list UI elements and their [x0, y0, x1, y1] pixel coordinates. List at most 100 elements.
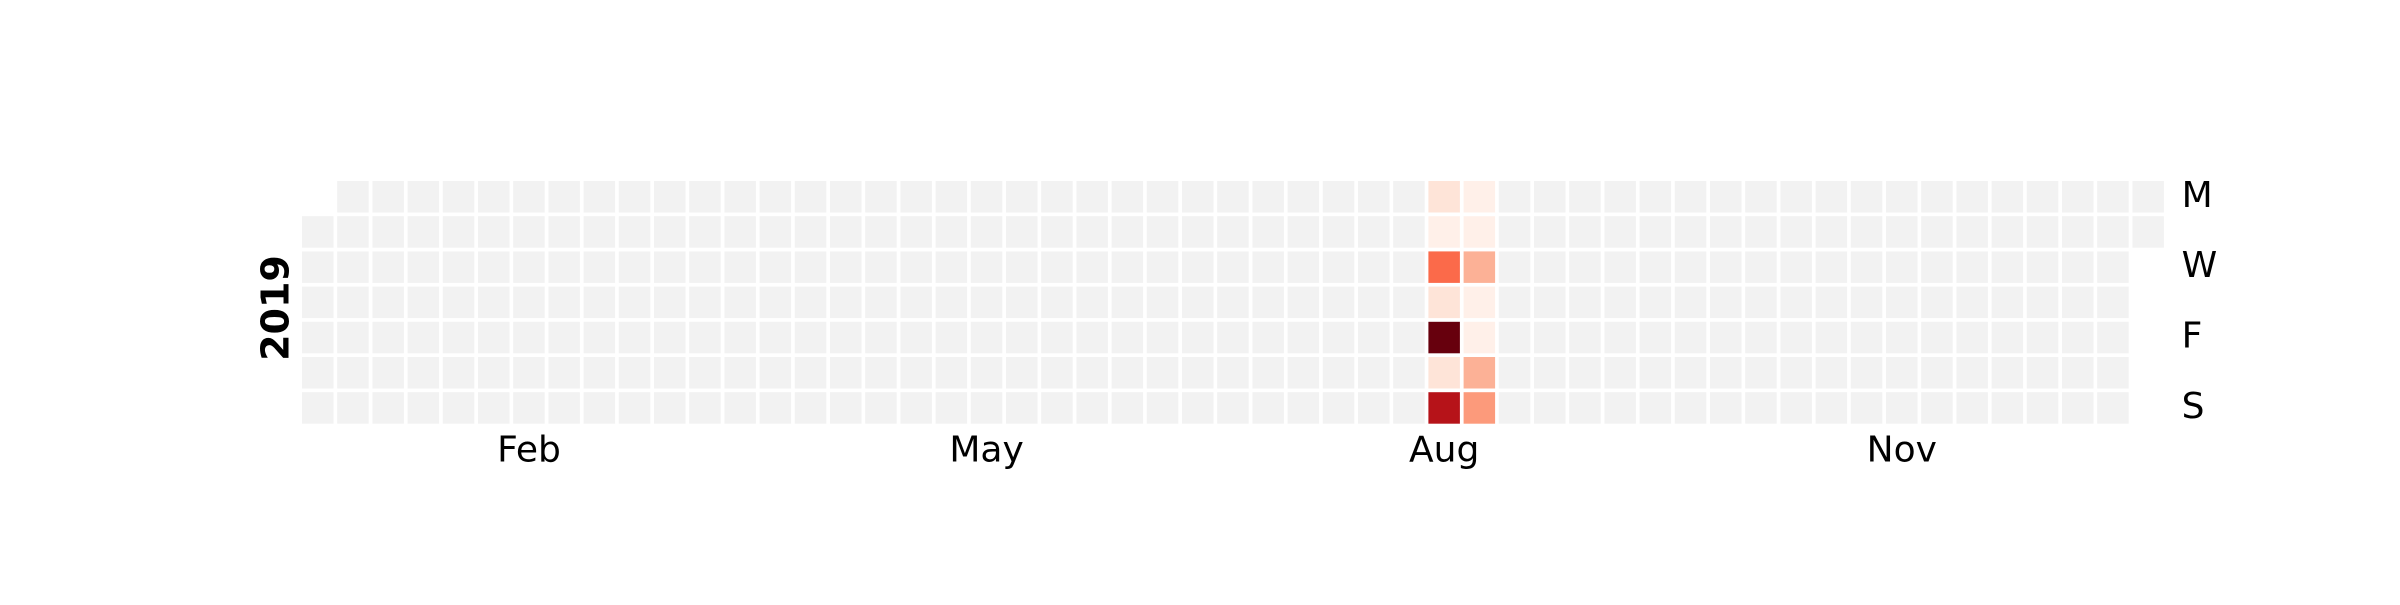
day-cell — [2062, 181, 2094, 213]
day-cell — [1780, 357, 1812, 389]
day-cell — [1322, 392, 1355, 424]
day-cell — [302, 392, 334, 424]
day-cell — [1780, 392, 1812, 424]
day-cell — [1604, 321, 1636, 354]
day-cell — [1780, 286, 1812, 319]
day-cell — [1217, 181, 1249, 213]
day-cell — [1182, 321, 1214, 354]
day-cell — [865, 181, 897, 213]
day-cell — [1076, 357, 1108, 389]
day-cell — [1111, 216, 1144, 248]
day-cell — [654, 286, 686, 319]
day-cell — [1991, 357, 2024, 389]
day-cell — [1921, 392, 1953, 424]
day-cell — [1850, 392, 1883, 424]
day-cell — [1498, 181, 1531, 213]
day-cell — [1006, 321, 1038, 354]
day-cell — [794, 181, 827, 213]
day-cell — [442, 357, 475, 389]
day-cell — [935, 251, 968, 283]
day-cell — [583, 181, 616, 213]
day-cell — [1604, 181, 1636, 213]
day-cell — [1358, 321, 1390, 354]
day-cell — [1428, 251, 1460, 283]
day-cell — [1217, 392, 1249, 424]
day-cell — [1463, 181, 1496, 213]
day-cell — [1322, 181, 1355, 213]
day-cell — [1041, 357, 1073, 389]
day-cell — [337, 392, 369, 424]
day-cell — [1850, 286, 1883, 319]
day-cell — [478, 181, 510, 213]
day-cell — [1393, 181, 1425, 213]
day-cell — [1850, 251, 1883, 283]
day-cell — [900, 181, 932, 213]
day-cell — [2026, 251, 2059, 283]
day-cell — [1393, 357, 1425, 389]
day-cell — [1182, 181, 1214, 213]
day-cell — [1322, 286, 1355, 319]
day-cell — [2062, 357, 2094, 389]
day-cell — [583, 357, 616, 389]
day-cell — [1674, 181, 1707, 213]
day-cell — [548, 251, 580, 283]
day-cell — [1674, 251, 1707, 283]
day-cell — [1111, 392, 1144, 424]
day-cell — [1569, 286, 1601, 319]
year-label: 2019 — [254, 255, 298, 361]
day-cell — [1463, 251, 1496, 283]
day-cell — [1639, 392, 1672, 424]
day-cell — [1815, 392, 1848, 424]
month-label: Nov — [1867, 429, 1937, 470]
day-cell — [759, 251, 792, 283]
day-cell — [1569, 357, 1601, 389]
day-cell — [1393, 216, 1425, 248]
day-cell — [478, 321, 510, 354]
day-cell — [830, 181, 862, 213]
day-cell — [583, 321, 616, 354]
day-cell — [1534, 286, 1566, 319]
day-cell — [2062, 216, 2094, 248]
day-cell — [1182, 286, 1214, 319]
day-cell — [1534, 251, 1566, 283]
day-cell — [1815, 286, 1848, 319]
day-cell — [900, 357, 932, 389]
month-label: Feb — [497, 429, 561, 470]
day-cell — [654, 321, 686, 354]
day-cell — [513, 251, 545, 283]
day-cell — [1498, 321, 1531, 354]
day-cell — [970, 251, 1003, 283]
day-cell — [548, 392, 580, 424]
day-cell — [1886, 286, 1918, 319]
day-cell — [1287, 216, 1320, 248]
day-cell — [1358, 286, 1390, 319]
day-cell — [478, 216, 510, 248]
day-cell — [1886, 392, 1918, 424]
day-cell — [1428, 357, 1460, 389]
day-cell — [654, 357, 686, 389]
day-cell — [372, 357, 404, 389]
day-cell — [1322, 216, 1355, 248]
day-cell — [478, 357, 510, 389]
day-cell — [1428, 181, 1460, 213]
day-cell — [513, 357, 545, 389]
day-cell — [689, 357, 721, 389]
day-cell — [865, 321, 897, 354]
day-cell — [1322, 251, 1355, 283]
day-cell — [654, 216, 686, 248]
day-cell — [1639, 216, 1672, 248]
day-cell — [337, 181, 369, 213]
day-cell — [1146, 216, 1179, 248]
day-cell — [1498, 251, 1531, 283]
day-cell — [724, 181, 756, 213]
day-cell — [1006, 181, 1038, 213]
day-cell — [1111, 321, 1144, 354]
day-cell — [1745, 392, 1777, 424]
day-cell — [1428, 286, 1460, 319]
day-cell — [794, 216, 827, 248]
day-cell — [1428, 392, 1460, 424]
day-cell — [1252, 286, 1284, 319]
day-cell — [1252, 181, 1284, 213]
day-cell — [407, 286, 440, 319]
